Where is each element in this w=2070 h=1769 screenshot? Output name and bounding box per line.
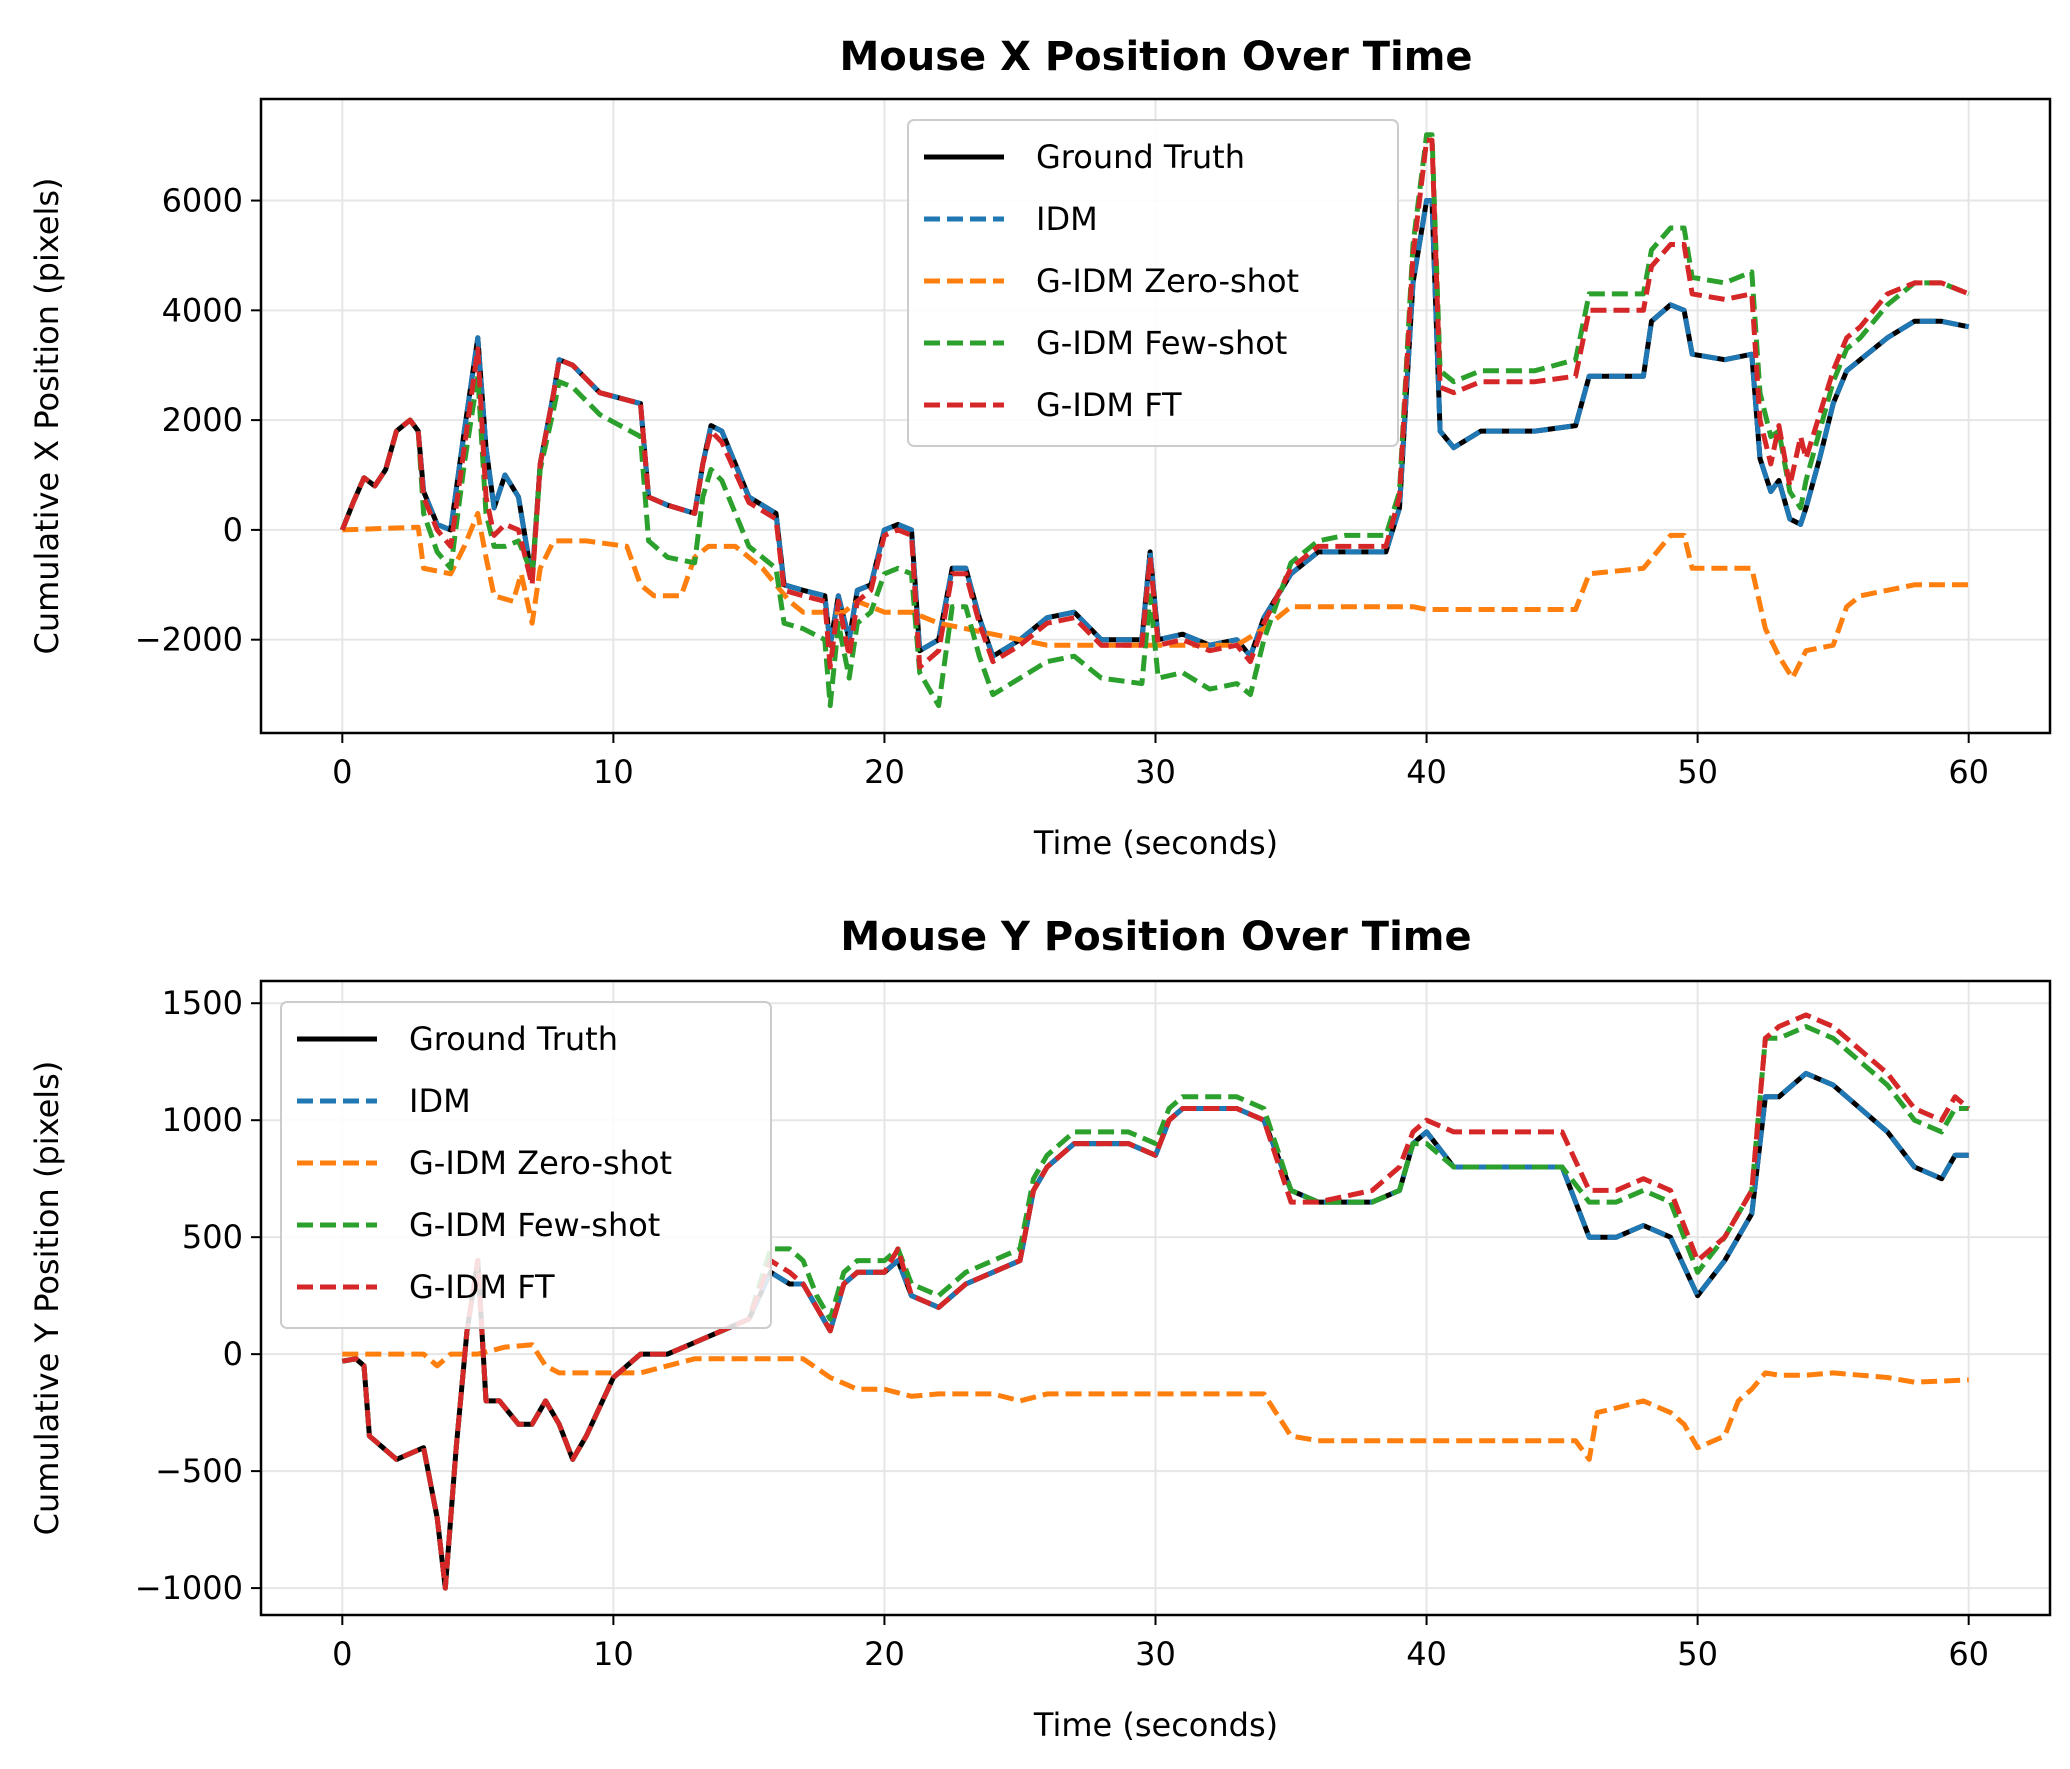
x-chart-ylabel: Cumulative X Position (pixels) (28, 177, 66, 654)
x-chart-series-g-idm-zero-shot (342, 510, 1969, 681)
y-chart-legend-box (280, 1001, 772, 1329)
y-chart-legend-label: Ground Truth (409, 1020, 618, 1058)
y-chart-legend-label: G-IDM Zero-shot (409, 1144, 672, 1182)
x-chart-xtick-label: 20 (864, 753, 905, 791)
x-chart-legend-label: G-IDM FT (1036, 386, 1182, 424)
x-chart-ytick-label: 0 (223, 511, 243, 549)
x-chart-xlabel: Time (seconds) (1033, 824, 1278, 862)
y-chart-ytick-label: 0 (223, 1335, 243, 1373)
x-position-chart: Mouse X Position Over Time 0 10 20 30 40 50 60… (28, 34, 2052, 862)
x-chart-legend-label: Ground Truth (1036, 138, 1245, 176)
y-chart-xtick-label: 50 (1677, 1635, 1718, 1673)
x-chart-xtick-label: 10 (593, 753, 634, 791)
y-chart-legend-label: IDM (409, 1082, 471, 1120)
x-chart-xtick-label: 60 (1948, 753, 1989, 791)
x-chart-xtick-label: 0 (332, 753, 352, 791)
x-chart-legend-box (907, 119, 1399, 447)
y-chart-series (341, 1012, 1971, 1591)
y-chart-xlabel: Time (seconds) (1033, 1706, 1278, 1744)
x-chart-legend-label: G-IDM Few-shot (1036, 324, 1287, 362)
y-chart-xtick-label: 60 (1948, 1635, 1989, 1673)
y-chart-xtick-label: 40 (1406, 1635, 1447, 1673)
x-chart-legend: Ground Truth IDM G-IDM Zero-shot G-IDM Few-… (907, 119, 1399, 447)
y-position-chart: Mouse Y Position Over Time 0 10 20 30 40 50 60… (28, 914, 2052, 1744)
y-chart-legend-label: G-IDM Few-shot (409, 1206, 660, 1244)
x-chart-grid (261, 99, 2050, 733)
y-chart-xtick-label: 10 (593, 1635, 634, 1673)
x-chart-xtick-label: 40 (1406, 753, 1447, 791)
y-chart-ylabel: Cumulative Y Position (pixels) (28, 1061, 66, 1536)
y-chart-grid (261, 981, 2050, 1615)
x-chart-legend-label: IDM (1036, 200, 1098, 238)
x-chart-title: Mouse X Position Over Time (839, 34, 1472, 80)
x-chart-series (339, 132, 1970, 709)
y-chart-ytick-label: −1000 (135, 1569, 243, 1607)
x-chart-legend-label: G-IDM Zero-shot (1036, 262, 1299, 300)
x-chart-ticks: 0 10 20 30 40 50 60 −2000 0 2000 4000 6000 (135, 182, 1989, 791)
x-chart-series-g-idm-few-shot (339, 132, 1970, 709)
x-chart-series-g-idm-ft (339, 137, 1970, 670)
x-chart-ytick-label: 4000 (162, 291, 243, 329)
x-chart-xtick-label: 30 (1135, 753, 1176, 791)
y-chart-ytick-label: 500 (182, 1218, 243, 1256)
y-chart-ticks: 0 10 20 30 40 50 60 −1000 −500 0 500 1000 1500 (135, 984, 1989, 1673)
y-chart-series-g-idm-ft (341, 1012, 1971, 1591)
y-chart-legend-label: G-IDM FT (409, 1268, 555, 1306)
y-chart-title: Mouse Y Position Over Time (840, 914, 1471, 960)
y-chart-xtick-label: 0 (332, 1635, 352, 1673)
x-chart-ytick-label: 2000 (162, 401, 243, 439)
y-chart-ytick-label: 1500 (162, 984, 243, 1022)
y-chart-ytick-label: 1000 (162, 1101, 243, 1139)
y-chart-legend: Ground Truth IDM G-IDM Zero-shot G-IDM Few-… (280, 1001, 772, 1329)
x-chart-xtick-label: 50 (1677, 753, 1718, 791)
y-chart-xtick-label: 20 (864, 1635, 905, 1673)
x-chart-ytick-label: −2000 (135, 621, 243, 659)
y-chart-series-g-idm-zero-shot (342, 1342, 1969, 1462)
y-chart-ytick-label: −500 (155, 1452, 243, 1490)
y-chart-xtick-label: 30 (1135, 1635, 1176, 1673)
x-chart-ytick-label: 6000 (162, 182, 243, 220)
